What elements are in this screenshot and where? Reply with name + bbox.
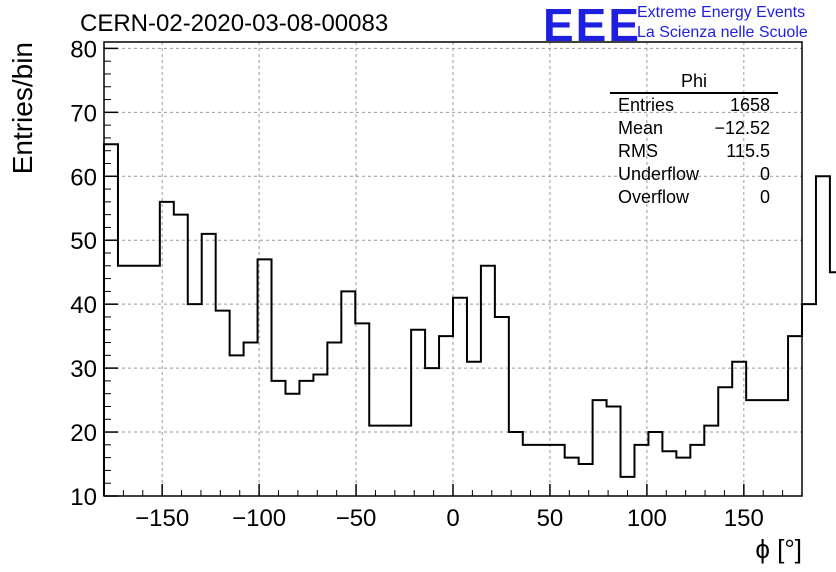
stats-label: Mean xyxy=(618,118,664,138)
eee-logo-mark: EEE xyxy=(543,0,642,51)
stats-label: Underflow xyxy=(618,164,700,184)
y-tick-label: 80 xyxy=(70,36,97,63)
x-tick-label: 150 xyxy=(724,505,764,532)
stats-title: Phi xyxy=(610,70,778,94)
x-tick-label: 0 xyxy=(446,505,459,532)
y-tick-label: 30 xyxy=(70,356,97,383)
stats-value: 115.5 xyxy=(726,141,770,161)
x-axis-label: ϕ [°] xyxy=(755,534,802,564)
y-tick-label: 60 xyxy=(70,164,97,191)
stats-label: Entries xyxy=(618,95,675,115)
stats-row: Underflow 0 xyxy=(610,163,778,186)
stats-row: RMS 115.5 xyxy=(610,140,778,163)
y-tick-label: 20 xyxy=(70,420,97,447)
axes-ticks: −150 −100 −50 0 50 100 150 10 20 30 40 50 60 70 80 xyxy=(70,36,803,532)
stats-row: Overflow 0 xyxy=(610,186,778,209)
y-tick-label: 50 xyxy=(70,228,97,255)
y-axis-label: Entries/bin xyxy=(7,42,38,174)
stats-box: Phi Entries 1658 Mean −12.52 RMS 115.5 U… xyxy=(610,70,778,209)
stats-row: Entries 1658 xyxy=(610,94,778,117)
eee-logo-text: Extreme Energy Events La Scienza nelle S… xyxy=(637,3,808,43)
x-tick-label: −150 xyxy=(135,505,189,532)
stats-row: Mean −12.52 xyxy=(610,117,778,140)
stats-label: RMS xyxy=(618,141,658,161)
chart-title: CERN-02-2020-03-08-00083 xyxy=(80,10,389,37)
logo-line-1: Extreme Energy Events xyxy=(637,4,806,21)
x-tick-label: 100 xyxy=(627,505,667,532)
y-tick-label: 40 xyxy=(70,292,97,319)
stats-label: Overflow xyxy=(618,187,690,207)
stats-value: 0 xyxy=(759,164,770,184)
logo-line-2: La Scienza nelle Scuole xyxy=(637,24,808,41)
x-tick-label: −50 xyxy=(336,505,377,532)
stats-value: −12.52 xyxy=(714,118,770,138)
histogram-series xyxy=(103,143,836,496)
x-tick-label: 50 xyxy=(537,505,564,532)
y-tick-label: 10 xyxy=(70,484,97,511)
stats-value: 0 xyxy=(759,187,770,207)
stats-value: 1658 xyxy=(729,95,770,115)
y-tick-label: 70 xyxy=(70,100,97,127)
x-tick-label: −100 xyxy=(232,505,286,532)
